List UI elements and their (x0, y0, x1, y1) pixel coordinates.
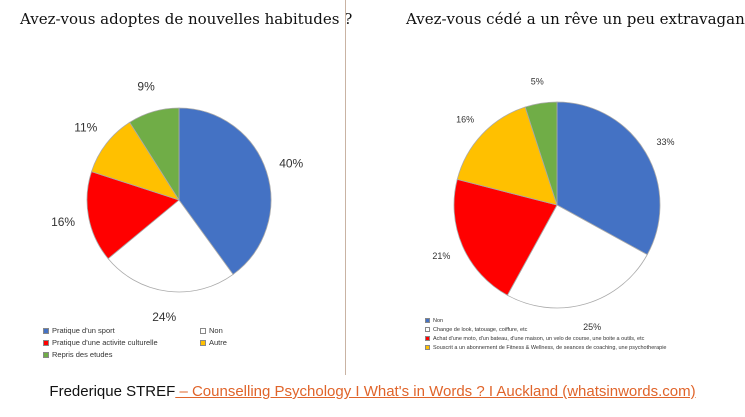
pie-slice (86, 171, 180, 260)
legend-label: Souscrit a un abonnement de Fitness & We… (433, 345, 667, 351)
footer: Frederique STREF – Counselling Psycholog… (0, 383, 745, 400)
divider (345, 0, 346, 375)
legend-label: Pratique d'un sport (52, 326, 115, 335)
legend-item: Souscrit a un abonnement de Fitness & We… (425, 345, 667, 351)
legend-item: Autre (200, 338, 227, 347)
legend-swatch (43, 340, 49, 347)
legend-swatch (43, 328, 49, 335)
data-label: 9% (137, 80, 155, 94)
legend-item: Repris des etudes (43, 350, 112, 359)
pie-slice (453, 178, 558, 296)
data-label: 40% (279, 157, 303, 171)
data-label: 25% (583, 322, 601, 332)
pie-slice (456, 106, 558, 206)
chart-1-title: Avez-vous adoptes de nouvelles habitudes… (20, 10, 353, 28)
legend-swatch (200, 340, 206, 347)
data-label: 11% (74, 121, 97, 135)
pie-slice (506, 204, 648, 309)
data-label: 5% (531, 77, 544, 87)
legend-item: Non (425, 318, 443, 324)
legend-label: Non (433, 318, 444, 324)
pie-slice (524, 101, 558, 206)
data-label: 24% (152, 310, 176, 324)
legend-swatch (200, 328, 206, 335)
legend-label: Achat d'une moto, d'un bateau, d'une mai… (433, 336, 645, 342)
legend-item: Achat d'une moto, d'un bateau, d'une mai… (425, 336, 644, 342)
legend-item: Non (200, 326, 223, 335)
legend-label: Pratique d'une activite culturelle (52, 338, 158, 347)
footer-link[interactable]: – Counselling Psychology I What's in Wor… (175, 383, 696, 400)
legend-swatch (425, 327, 430, 333)
legend-label: Autre (209, 338, 227, 347)
pie-slice (556, 101, 661, 256)
data-label: 21% (432, 251, 450, 261)
legend-swatch (425, 318, 430, 324)
legend-swatch (43, 352, 49, 359)
legend-label: Non (209, 326, 223, 335)
chart-2-title: Avez-vous cédé a un rêve un peu extravag… (406, 10, 745, 28)
legend-label: Change de look, tatouage, coiffure, etc (433, 327, 528, 333)
footer-author: Frederique STREF (49, 383, 176, 400)
pie-slice (178, 107, 272, 275)
legend-label: Repris des etudes (52, 350, 113, 359)
data-label: 16% (51, 215, 75, 229)
legend-swatch (425, 345, 430, 351)
data-label: 33% (656, 137, 674, 147)
legend-item: Pratique d'un sport (43, 326, 115, 335)
legend-item: Change de look, tatouage, coiffure, etc (425, 327, 527, 333)
pie-slice (107, 199, 234, 293)
legend-swatch (425, 336, 430, 342)
pie-slice (129, 107, 180, 202)
legend-item: Pratique d'une activite culturelle (43, 338, 158, 347)
data-label: 16% (456, 115, 474, 125)
